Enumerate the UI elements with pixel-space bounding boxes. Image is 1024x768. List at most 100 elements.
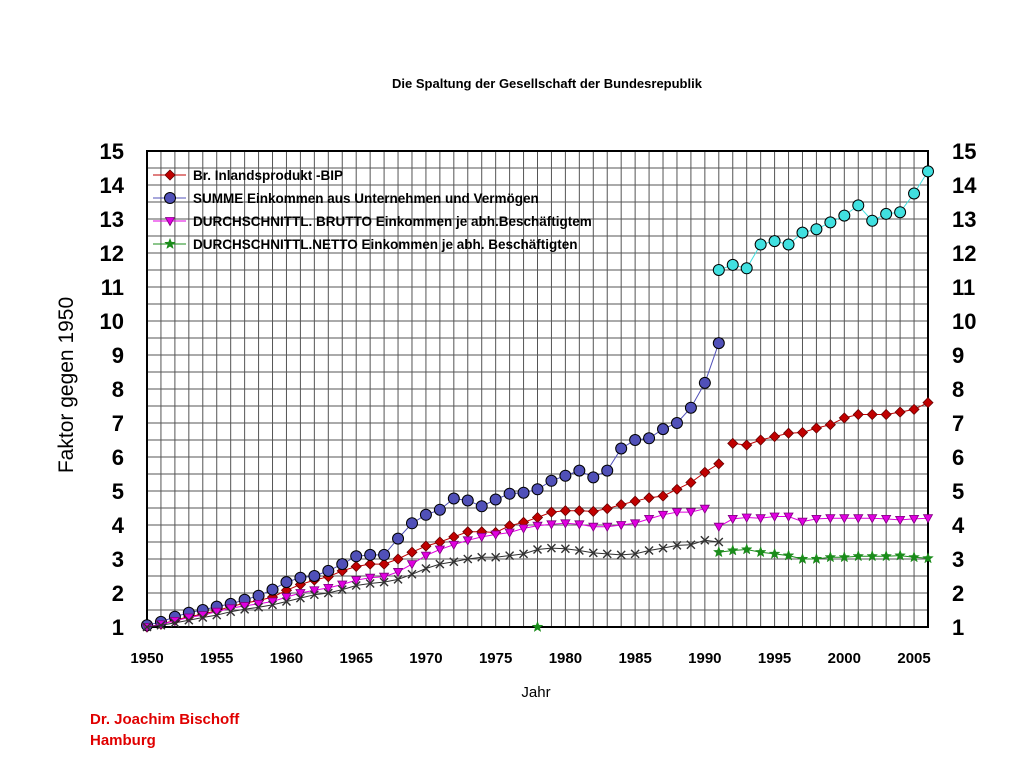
- data-point: [922, 165, 934, 178]
- y-tick-label-left: 1: [112, 615, 124, 640]
- data-point: [421, 564, 431, 574]
- x-marker-stroke: [281, 597, 291, 606]
- data-point: [559, 505, 571, 517]
- data-point: [602, 522, 613, 533]
- series-5: [142, 535, 724, 632]
- data-point: [351, 581, 361, 591]
- x-marker-stroke: [351, 581, 361, 591]
- x-tick-label: 1995: [758, 650, 791, 667]
- data-point: [769, 431, 781, 443]
- y-tick-label-left: 6: [112, 445, 124, 470]
- x-marker-stroke: [477, 552, 487, 562]
- data-point: [671, 483, 683, 495]
- data-point: [713, 458, 725, 470]
- data-point: [573, 505, 585, 517]
- series-line: [146, 539, 719, 628]
- legend-marker: [164, 169, 176, 181]
- data-point: [378, 558, 390, 570]
- x-marker-stroke: [630, 549, 640, 559]
- x-marker-stroke: [407, 569, 417, 579]
- x-marker-stroke: [686, 540, 696, 550]
- x-marker-stroke: [519, 549, 529, 559]
- data-point: [476, 533, 487, 543]
- y-tick-label-left: 3: [112, 547, 124, 572]
- data-point: [783, 512, 794, 522]
- y-tick-label-right: 9: [952, 343, 964, 368]
- data-point: [294, 571, 307, 584]
- data-point: [810, 552, 823, 565]
- data-point: [782, 549, 795, 561]
- y-tick-label-left: 13: [100, 207, 124, 232]
- data-point: [908, 514, 920, 525]
- data-point: [824, 216, 837, 229]
- data-point: [615, 499, 627, 511]
- data-point: [379, 577, 389, 587]
- data-point: [463, 554, 473, 564]
- data-point: [853, 514, 864, 524]
- data-point: [350, 560, 362, 573]
- data-point: [754, 545, 767, 558]
- data-point: [420, 540, 432, 552]
- data-point: [825, 514, 836, 524]
- data-point: [461, 494, 474, 507]
- data-point: [727, 514, 738, 525]
- x-marker-stroke: [421, 564, 431, 574]
- data-point: [254, 602, 264, 612]
- y-tick-label-right: 12: [952, 241, 976, 266]
- data-point: [782, 427, 795, 439]
- x-marker-stroke: [435, 559, 445, 569]
- data-point: [782, 238, 795, 251]
- data-point: [629, 519, 641, 529]
- x-tick-label: 1965: [340, 650, 373, 667]
- data-point: [365, 578, 375, 588]
- data-point: [170, 618, 180, 628]
- legend-marker: [164, 217, 176, 227]
- data-point: [518, 524, 529, 534]
- data-point: [880, 408, 892, 421]
- x-marker-stroke: [240, 604, 250, 614]
- y-tick-label-left: 8: [112, 377, 124, 402]
- data-point: [811, 514, 822, 525]
- data-point: [602, 549, 612, 559]
- x-marker-stroke: [616, 550, 626, 560]
- data-point: [588, 522, 599, 533]
- data-point: [894, 516, 906, 526]
- x-marker-stroke: [505, 551, 515, 561]
- data-point: [685, 508, 697, 518]
- series-3: [141, 504, 934, 633]
- x-tick-label: 1950: [130, 650, 163, 667]
- y-tick-label-left: 7: [112, 411, 124, 436]
- data-point: [615, 521, 627, 531]
- data-point: [810, 223, 823, 236]
- data-point: [504, 528, 515, 538]
- x-marker-stroke: [295, 593, 305, 603]
- series-line: [718, 171, 929, 271]
- x-axis-label: Jahr: [521, 684, 550, 701]
- data-point: [252, 589, 265, 602]
- series-line: [718, 548, 929, 560]
- data-point: [587, 505, 599, 517]
- legend-marker: [164, 237, 176, 250]
- x-marker-stroke: [588, 548, 598, 558]
- data-point: [156, 620, 166, 630]
- data-point: [531, 620, 544, 633]
- data-point: [712, 545, 725, 558]
- y-tick-label-right: 8: [952, 377, 964, 402]
- data-point: [630, 549, 640, 559]
- legend-label: DURCHSCHNITTL.NETTO Einkommen je abh. Be…: [193, 237, 578, 252]
- data-point: [740, 543, 753, 555]
- chart-title: Die Spaltung der Gesellschaft der Bundes…: [392, 76, 703, 91]
- data-point: [768, 235, 781, 248]
- data-point: [295, 589, 306, 599]
- x-marker-stroke: [560, 544, 570, 554]
- data-point: [615, 442, 628, 455]
- data-point: [519, 549, 529, 559]
- x-marker-stroke: [365, 578, 375, 588]
- data-point: [447, 492, 460, 505]
- data-point: [880, 550, 893, 562]
- data-point: [281, 593, 292, 603]
- y-tick-label-right: 15: [952, 139, 976, 164]
- data-point: [657, 490, 669, 502]
